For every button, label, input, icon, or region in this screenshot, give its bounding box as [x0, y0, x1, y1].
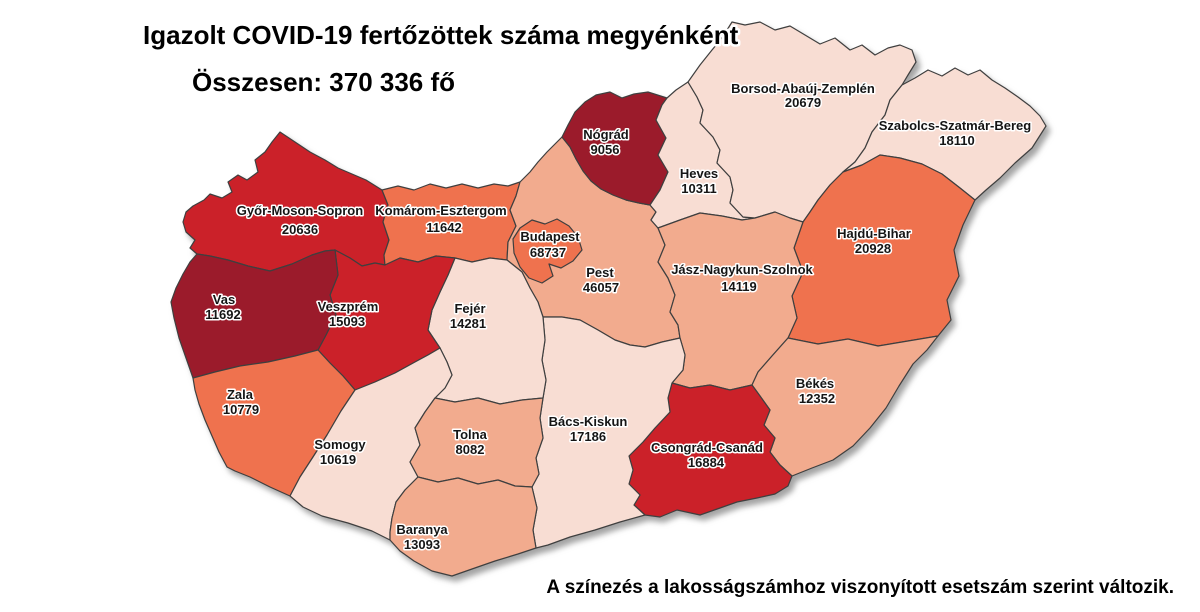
county-cases-label-fejer: 14281 — [450, 316, 486, 331]
county-cases-label-jasz: 14119 — [721, 279, 756, 294]
county-name-label-csongrad: Csongrád-Csanád — [651, 440, 763, 455]
county-shape-bekes — [751, 335, 939, 477]
county-cases-label-baranya: 13093 — [404, 537, 440, 552]
county-labels-layer: Győr-Moson-Sopron 20636 Komárom-Esztergom 1… — [204, 80, 1033, 554]
county-cases-label-hajdu: 20928 — [855, 241, 891, 256]
county-shape-budapest — [512, 218, 583, 284]
county-cases-label-tolna: 8082 — [456, 442, 485, 457]
county-name-label-baranya: Baranya — [396, 522, 448, 537]
county-name-label-veszprem: Veszprém — [318, 299, 379, 314]
county-cases-label-gyor: 20636 — [282, 222, 318, 237]
county-cases-label-borsod: 20679 — [785, 95, 821, 110]
county-name-label-tolna: Tolna — [453, 427, 487, 442]
county-name-label-heves: Heves — [680, 166, 718, 181]
county-name-label-budapest: Budapest — [520, 229, 580, 244]
county-cases-label-komarom: 11642 — [426, 220, 461, 235]
county-name-label-gyor: Győr-Moson-Sopron — [237, 203, 363, 218]
county-name-label-fejer: Fejér — [454, 301, 485, 316]
county-cases-label-bacs: 17186 — [570, 429, 606, 444]
county-name-label-szabolcs: Szabolcs-Szatmár-Bereg — [879, 118, 1031, 133]
county-shape-baranya — [389, 476, 538, 577]
county-cases-label-nograd: 9056 — [591, 142, 620, 157]
county-cases-label-zala: 10779 — [223, 402, 259, 417]
county-name-label-jasz: Jász-Nagykun-Szolnok — [671, 262, 813, 277]
county-cases-label-budapest: 68737 — [530, 245, 566, 260]
county-name-label-nograd: Nógrád — [583, 127, 629, 142]
county-cases-label-pest: 46057 — [583, 280, 619, 295]
county-name-label-borsod: Borsod-Abaúj-Zemplén — [731, 81, 875, 96]
county-shape-szabolcs — [842, 67, 1047, 201]
county-cases-label-szabolcs: 18110 — [939, 133, 974, 148]
county-cases-label-somogy: 10619 — [320, 452, 356, 467]
county-name-label-somogy: Somogy — [314, 437, 366, 452]
color-note: A színezés a lakosságszámhoz viszonyítot… — [546, 577, 1174, 598]
county-cases-label-vas: 11692 — [205, 307, 240, 322]
county-name-label-hajdu: Hajdú-Bihar — [837, 226, 911, 241]
county-name-label-vas: Vas — [213, 292, 235, 307]
county-cases-label-csongrad: 16884 — [688, 455, 725, 470]
county-name-label-komarom: Komárom-Esztergom — [375, 203, 506, 218]
county-name-label-pest: Pest — [586, 265, 614, 280]
county-name-label-bekes: Békés — [796, 376, 834, 391]
county-shape-gyor — [182, 131, 390, 272]
county-shapes-layer — [170, 21, 1047, 577]
county-cases-label-veszprem: 15093 — [329, 314, 365, 329]
county-name-label-zala: Zala — [227, 387, 254, 402]
total-count: Összesen: 370 336 fő — [192, 67, 455, 97]
county-name-label-bacs: Bács-Kiskun — [549, 414, 628, 429]
county-cases-label-heves: 10311 — [681, 181, 716, 196]
county-cases-label-bekes: 12352 — [799, 391, 835, 406]
map-title: Igazolt COVID-19 fertőzöttek száma megyé… — [143, 20, 739, 50]
